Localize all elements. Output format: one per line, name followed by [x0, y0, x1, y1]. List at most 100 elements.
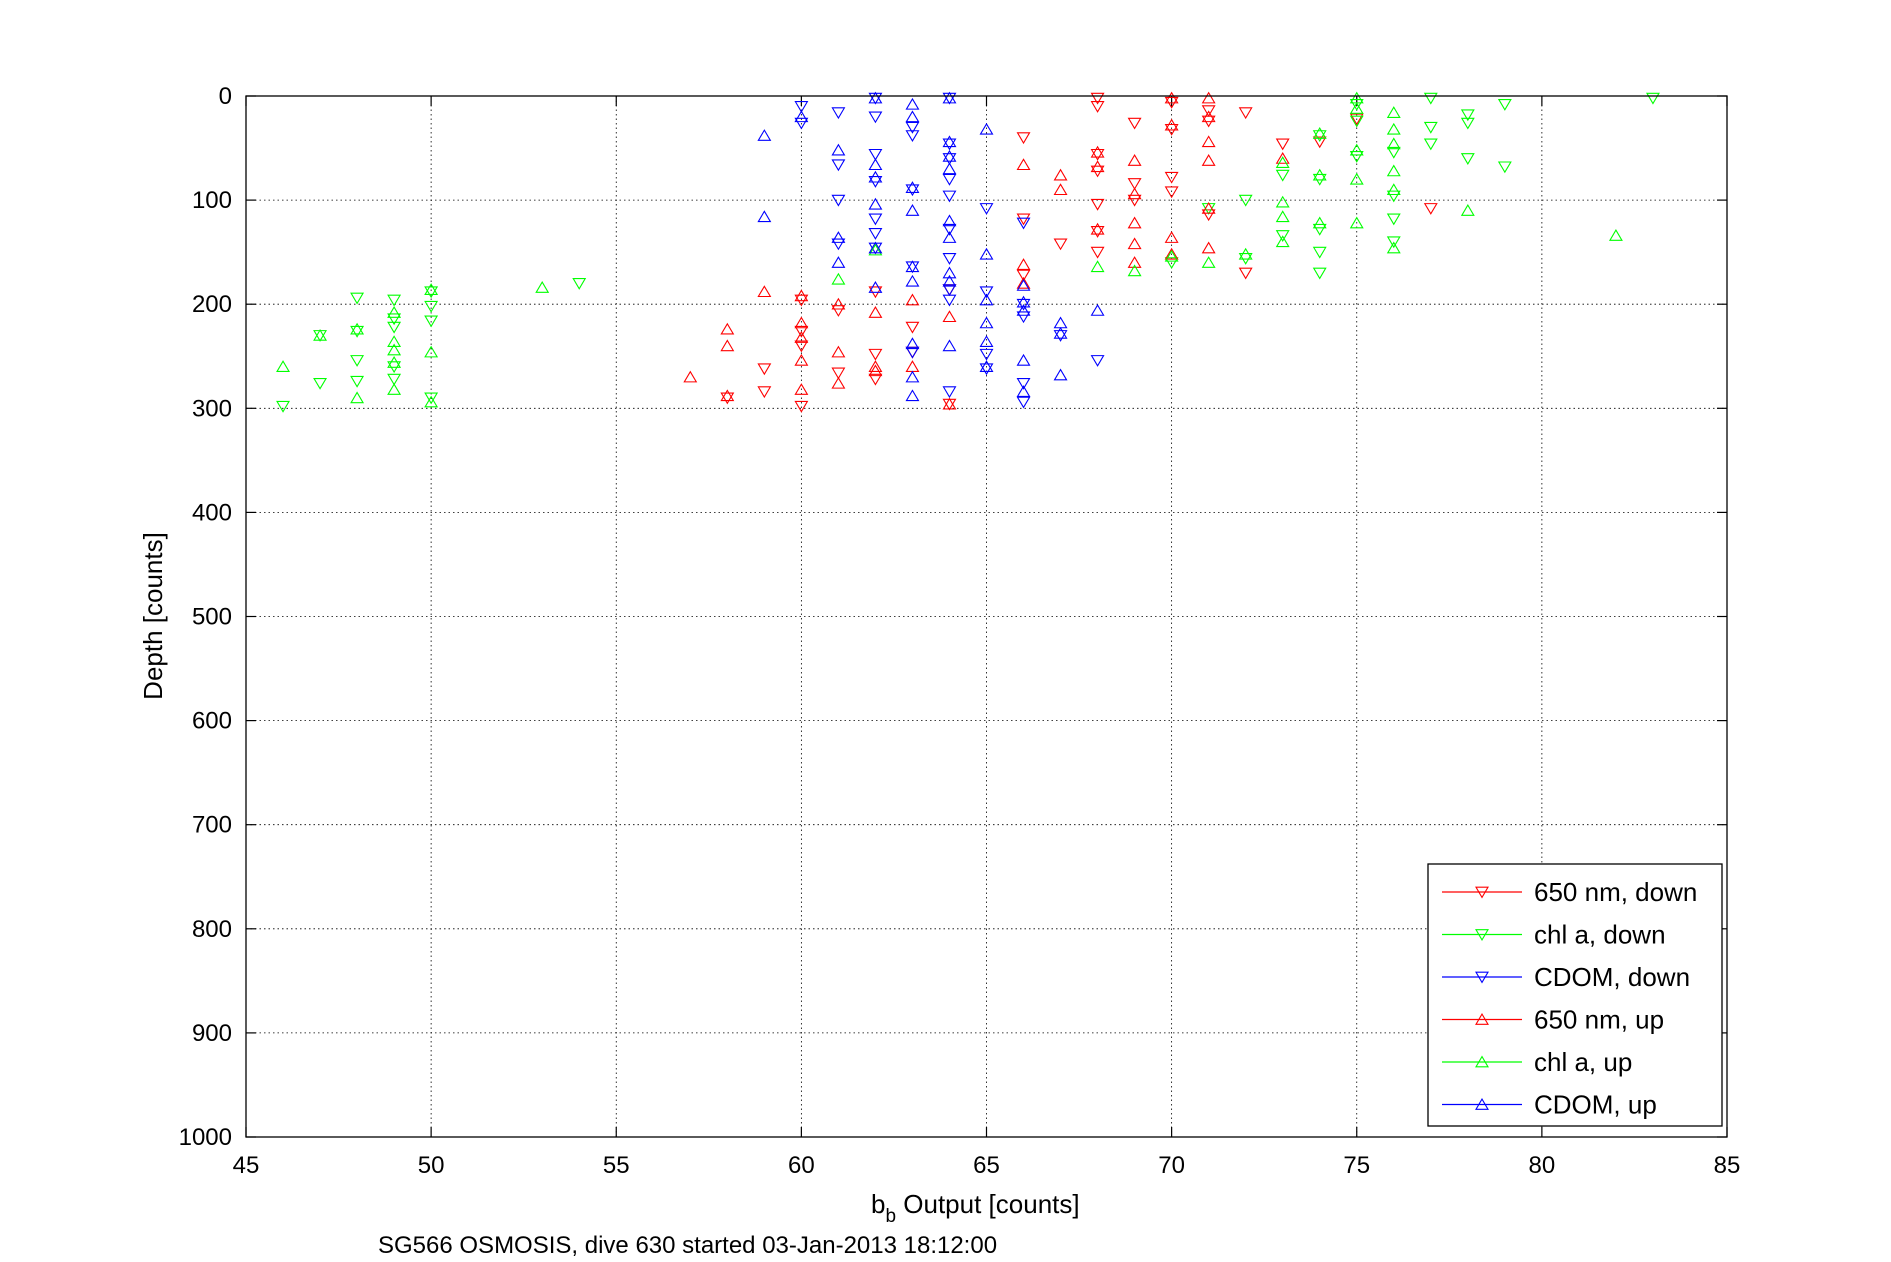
data-point: [942, 153, 957, 165]
data-point: [831, 231, 846, 243]
data-point: [1238, 194, 1253, 207]
data-point: [794, 101, 809, 113]
data-point: [1423, 121, 1438, 134]
data-point: [942, 294, 957, 307]
data-point: [1349, 151, 1364, 163]
data-point: [387, 306, 402, 318]
data-point: [1386, 106, 1401, 119]
series-3: [683, 91, 1290, 410]
data-point: [1016, 353, 1031, 366]
data-point: [1275, 169, 1290, 182]
data-point: [831, 305, 846, 317]
data-point: [387, 373, 402, 386]
data-point: [831, 194, 846, 207]
data-point: [1127, 178, 1142, 190]
data-point: [1164, 171, 1179, 184]
data-point: [387, 335, 402, 348]
data-point: [1127, 187, 1142, 200]
data-point: [1201, 209, 1216, 222]
data-point: [1090, 145, 1105, 158]
data-point: [1312, 136, 1327, 149]
data-point: [868, 228, 883, 240]
data-point: [350, 355, 365, 367]
data-point: [535, 281, 550, 293]
data-point: [424, 283, 439, 295]
y-tick-label: 400: [192, 499, 232, 526]
data-point: [868, 281, 883, 293]
data-point: [1201, 110, 1216, 123]
data-point: [1386, 236, 1401, 249]
data-point: [424, 286, 439, 299]
data-point: [1275, 156, 1290, 168]
data-point: [683, 370, 698, 383]
data-point: [1349, 98, 1364, 111]
data-point: [1312, 216, 1327, 229]
data-point: [979, 247, 994, 260]
series-4: [276, 91, 1623, 408]
data-point: [831, 367, 846, 380]
data-point: [979, 348, 994, 361]
data-point: [387, 321, 402, 334]
data-point: [424, 392, 439, 405]
data-point: [1349, 172, 1364, 185]
x-tick-label: 80: [1529, 1152, 1556, 1179]
data-point: [794, 353, 809, 366]
data-point: [1238, 107, 1253, 120]
data-point: [794, 110, 809, 123]
data-point: [350, 292, 365, 305]
data-point: [1016, 269, 1031, 282]
y-tick-label: 0: [219, 83, 232, 110]
data-point: [757, 285, 772, 298]
data-point: [1164, 118, 1179, 131]
data-point: [1349, 113, 1364, 126]
x-axis-label: bb Output [counts]: [871, 1189, 1080, 1227]
data-point: [1386, 137, 1401, 150]
data-point: [942, 223, 957, 236]
data-point: [1090, 198, 1105, 211]
data-point: [979, 293, 994, 306]
data-point: [1460, 109, 1475, 122]
data-point: [1016, 298, 1031, 311]
x-tick-label: 60: [788, 1152, 815, 1179]
y-tick-label: 100: [192, 187, 232, 214]
data-point: [831, 159, 846, 172]
y-tick-label: 500: [192, 604, 232, 631]
x-tick-label: 45: [233, 1152, 260, 1179]
data-markers: [276, 91, 1660, 413]
data-point: [350, 322, 365, 335]
data-point: [1127, 264, 1142, 277]
data-point: [1090, 260, 1105, 273]
data-point: [1053, 330, 1068, 342]
data-point: [757, 210, 772, 223]
data-point: [794, 340, 809, 353]
data-point: [387, 383, 402, 395]
data-point: [1127, 256, 1142, 268]
data-point: [757, 129, 772, 141]
legend-marker: [1475, 1055, 1489, 1068]
data-point: [794, 325, 809, 338]
data-point: [1275, 210, 1290, 223]
data-point: [1386, 190, 1401, 203]
data-point: [1460, 117, 1475, 130]
data-point: [1312, 223, 1327, 236]
data-point: [831, 376, 846, 389]
data-point: [979, 316, 994, 329]
data-point: [942, 135, 957, 148]
data-point: [1312, 130, 1327, 143]
data-point: [757, 386, 772, 399]
data-point: [868, 197, 883, 210]
data-point: [1312, 126, 1327, 139]
data-point: [979, 203, 994, 215]
data-point: [868, 158, 883, 171]
data-point: [387, 313, 402, 326]
data-point: [831, 256, 846, 268]
data-point: [979, 335, 994, 348]
data-point: [794, 383, 809, 395]
data-point: [1275, 138, 1290, 151]
data-point: [868, 91, 883, 104]
data-point: [1386, 122, 1401, 135]
data-point: [1423, 203, 1438, 215]
data-point: [1312, 246, 1327, 259]
legend-marker: [1475, 1013, 1489, 1025]
